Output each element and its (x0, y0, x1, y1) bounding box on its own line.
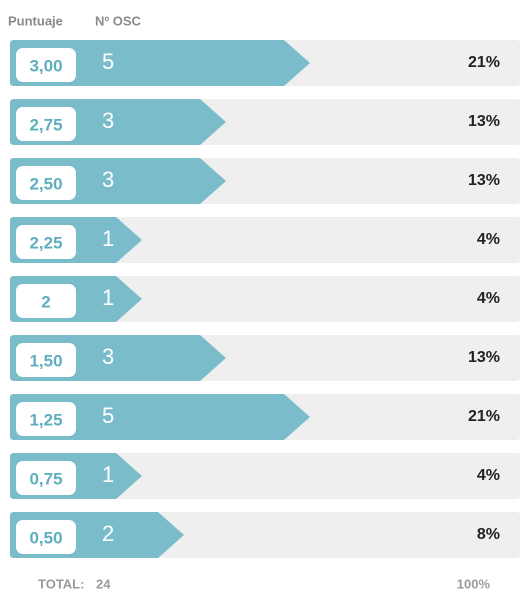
share-label: 4% (477, 231, 500, 248)
column-header: Nº OSC (95, 13, 142, 28)
category-badge (16, 225, 76, 259)
category-badge (16, 48, 76, 82)
category-badge (16, 343, 76, 377)
category-label: 0,50 (29, 528, 62, 547)
row-background (10, 276, 520, 322)
category-label: 2,75 (29, 115, 62, 134)
bar (10, 40, 310, 86)
count-label: 3 (102, 167, 114, 192)
count-label: 3 (102, 108, 114, 133)
share-label: 4% (477, 467, 500, 484)
category-label: 1,50 (29, 351, 62, 370)
share-label: 13% (468, 349, 500, 366)
share-label: 13% (468, 172, 500, 189)
count-label: 3 (102, 344, 114, 369)
count-label: 5 (102, 49, 114, 74)
row-background (10, 453, 520, 499)
category-badge (16, 284, 76, 318)
category-badge (16, 461, 76, 495)
count-label: 1 (102, 226, 114, 251)
category-label: 2,25 (29, 233, 62, 252)
category-badge (16, 107, 76, 141)
category-label: 0,75 (29, 469, 62, 488)
category-badge (16, 402, 76, 436)
row-background (10, 217, 520, 263)
category-label: 3,00 (29, 56, 62, 75)
total-share: 100% (457, 576, 491, 591)
count-label: 1 (102, 285, 114, 310)
total: 24 (96, 576, 111, 591)
share-label: 8% (477, 526, 500, 543)
column-header: Puntuaje (8, 13, 63, 28)
count-label: 2 (102, 521, 114, 546)
share-label: 4% (477, 290, 500, 307)
category-badge (16, 166, 76, 200)
share-label: 21% (468, 54, 500, 71)
total-label: TOTAL: (38, 576, 84, 591)
share-label: 21% (468, 408, 500, 425)
bar (10, 394, 310, 440)
category-label: 2 (41, 292, 50, 311)
category-label: 2,50 (29, 174, 62, 193)
category-badge (16, 520, 76, 554)
category-label: 1,25 (29, 410, 62, 429)
count-label: 5 (102, 403, 114, 428)
share-label: 13% (468, 113, 500, 130)
count-label: 1 (102, 462, 114, 487)
